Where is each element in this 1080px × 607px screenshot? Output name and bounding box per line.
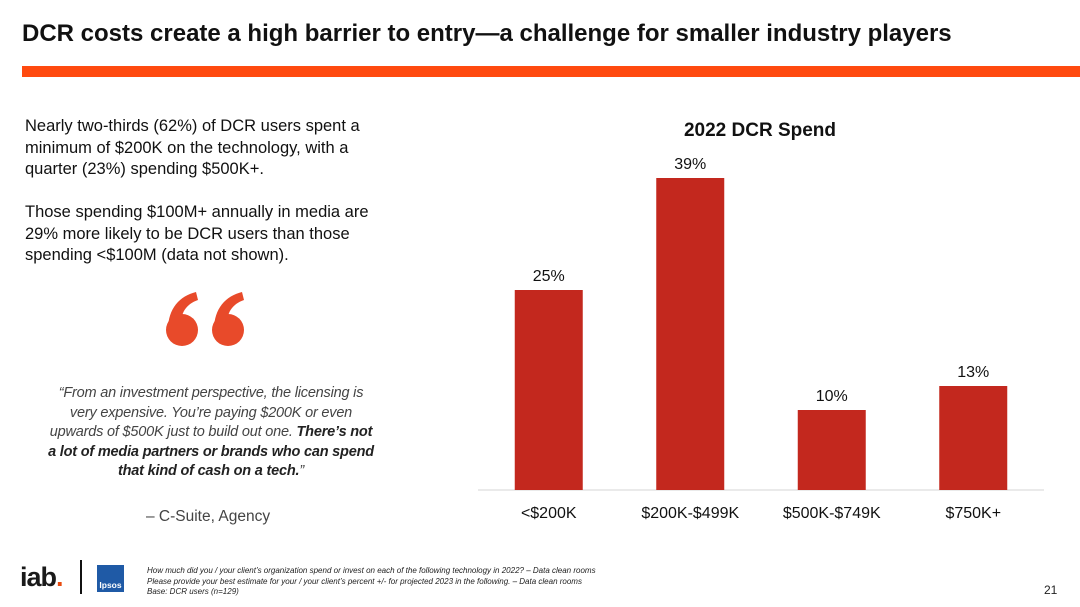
bar-1: [656, 178, 725, 490]
logo-divider: [80, 560, 82, 594]
testimonial-quote: “From an investment perspective, the lic…: [46, 384, 376, 482]
category-label-2: $500K-$749K: [783, 505, 881, 522]
iab-logo-text: iab: [20, 562, 57, 592]
quote-text-emphasis: There’s not a lot of media partners or b…: [48, 424, 374, 479]
footnote-line-2: Please provide your best estimate for yo…: [147, 576, 582, 586]
bar-2: [797, 410, 866, 490]
footnote-line-3: Base: DCR users (n=129): [147, 587, 239, 596]
data-label-2: 10%: [816, 388, 848, 405]
title-underline-bar: [22, 66, 1080, 77]
quote-text-regular: “From an investment perspective, the lic…: [49, 385, 364, 440]
footnote-line-1: How much did you / your client’s organiz…: [147, 566, 596, 575]
ipsos-logo: Ipsos: [97, 565, 124, 592]
category-label-1: $200K-$499K: [641, 505, 739, 522]
quote-attribution: – C-Suite, Agency: [146, 508, 271, 525]
bar-0: [514, 290, 583, 490]
summary-paragraph-1: Nearly two-thirds (62%) of DCR users spe…: [25, 117, 360, 178]
summary-paragraph-2: Those spending $100M+ annually in media …: [25, 203, 369, 264]
footnote: How much did you / your client’s organiz…: [147, 566, 596, 598]
data-label-0: 25%: [533, 268, 565, 285]
quote-close-mark: ”: [299, 463, 304, 479]
bar-3: [939, 386, 1008, 490]
quote-mark-icon: [166, 292, 244, 346]
page-number: 21: [1044, 583, 1058, 597]
iab-logo: iab.: [20, 562, 63, 593]
data-label-1: 39%: [674, 156, 706, 173]
category-label-3: $750K+: [945, 505, 1001, 522]
iab-logo-dot: .: [56, 562, 63, 592]
chart-title: 2022 DCR Spend: [683, 120, 837, 141]
page-title: DCR costs create a high barrier to entry…: [22, 20, 952, 47]
category-label-0: <$200K: [521, 505, 577, 522]
data-label-3: 13%: [957, 364, 989, 381]
